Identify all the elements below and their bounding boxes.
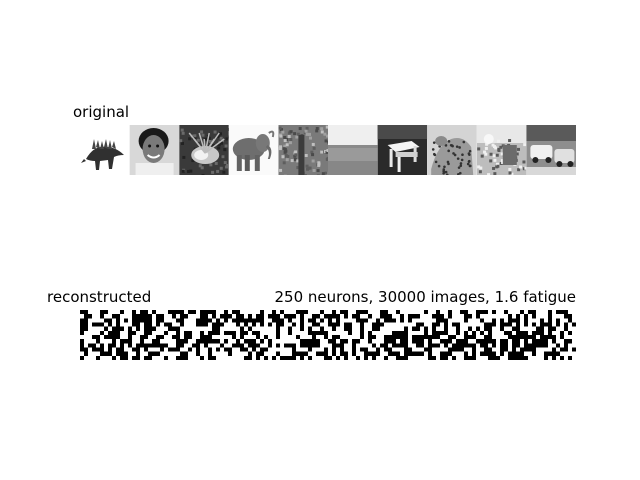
- original-thumbnail-parked-cars: [526, 125, 576, 175]
- original-thumbnail-elephant: [229, 125, 279, 175]
- original-thumbnail-tree-with-foliage: [278, 125, 330, 175]
- original-thumbnail-leopard: [427, 125, 477, 175]
- original-thumbnail-seascape-horizon: [328, 125, 378, 175]
- original-thumbnail-smiling-child-portrait: [130, 125, 180, 175]
- original-title: original: [73, 103, 129, 121]
- original-images-svg: [80, 125, 576, 175]
- original-thumbnail-garden-scene: [477, 125, 528, 175]
- reconstructed-title: reconstructed: [47, 288, 151, 306]
- reconstructed-noise-canvas: [80, 310, 576, 360]
- original-thumbnail-white-table: [378, 125, 428, 175]
- reconstructed-image-strip: [80, 310, 576, 360]
- original-thumbnail-sea-anemone: [179, 125, 231, 175]
- original-image-strip: [80, 125, 576, 175]
- original-thumbnail-stegosaurus: [80, 125, 130, 175]
- experiment-info-title: 250 neurons, 30000 images, 1.6 fatigue: [275, 288, 576, 306]
